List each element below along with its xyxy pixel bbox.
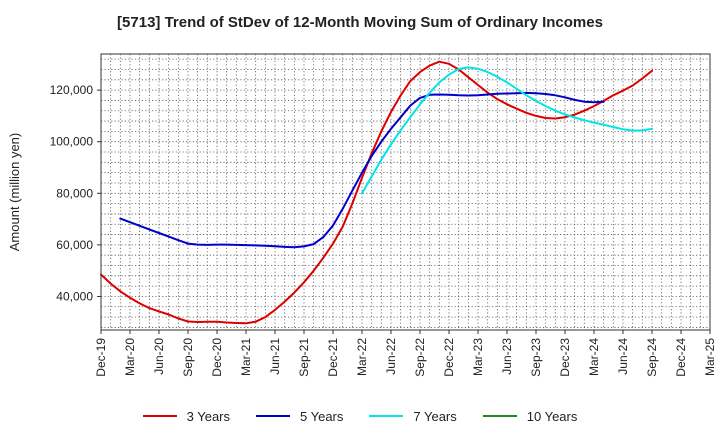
x-tick-label: Mar-25 bbox=[703, 338, 717, 376]
y-axis-title: Amount (million yen) bbox=[7, 133, 22, 252]
chart-title: [5713] Trend of StDev of 12-Month Moving… bbox=[117, 14, 603, 31]
legend-item-7-years: 7 Years bbox=[369, 408, 457, 424]
x-tick-label: Dec-23 bbox=[558, 338, 572, 377]
x-tick-label: Jun-22 bbox=[384, 338, 398, 375]
y-tick-label: 120,000 bbox=[50, 83, 94, 97]
x-tick-label: Jun-20 bbox=[152, 338, 166, 375]
x-tick-label: Dec-20 bbox=[210, 338, 224, 377]
legend-item-3-years: 3 Years bbox=[142, 408, 230, 424]
y-tick-label: 60,000 bbox=[56, 238, 93, 252]
x-tick-label: Mar-21 bbox=[239, 338, 253, 376]
x-tick-label: Sep-23 bbox=[529, 338, 543, 377]
legend-swatch-3-years bbox=[142, 415, 177, 417]
y-tick-label: 80,000 bbox=[56, 186, 93, 200]
x-tick-label: Mar-23 bbox=[471, 338, 485, 376]
y-tick-label: 100,000 bbox=[50, 135, 94, 149]
plot-frame bbox=[100, 53, 711, 331]
legend-swatch-5-years bbox=[256, 415, 290, 417]
legend-label-7-years: 7 Years bbox=[413, 408, 457, 424]
plot-area bbox=[101, 54, 710, 330]
y-tick-label: 40,000 bbox=[56, 289, 93, 303]
x-tick-label: Jun-21 bbox=[268, 338, 282, 375]
legend-label-3-years: 3 Years bbox=[186, 408, 230, 424]
x-tick-label: Dec-22 bbox=[442, 338, 456, 377]
x-tick-label: Sep-21 bbox=[297, 338, 311, 377]
legend-label-5-years: 5 Years bbox=[300, 408, 344, 424]
series-line-7-years bbox=[361, 66, 653, 195]
x-tick-label: Mar-22 bbox=[355, 338, 369, 376]
x-tick-label: Dec-19 bbox=[94, 338, 108, 377]
series-line-3-years bbox=[100, 60, 653, 325]
legend-swatch-10-years bbox=[482, 415, 517, 417]
legend-item-10-years: 10 Years bbox=[482, 408, 578, 424]
legend: 3 Years 5 Years 7 Years 10 Years bbox=[0, 405, 720, 427]
x-tick-label: Sep-22 bbox=[413, 338, 427, 377]
x-tick-label: Mar-20 bbox=[123, 338, 137, 376]
x-tick-label: Sep-20 bbox=[181, 338, 195, 377]
x-tick-label: Jun-23 bbox=[500, 338, 514, 375]
legend-swatch-7-years bbox=[369, 415, 404, 417]
x-tick-label: Mar-24 bbox=[587, 338, 601, 376]
x-tick-label: Sep-24 bbox=[645, 338, 659, 377]
x-tick-label: Dec-24 bbox=[674, 338, 688, 377]
legend-label-10-years: 10 Years bbox=[526, 408, 578, 424]
x-tick-label: Jun-24 bbox=[616, 338, 630, 375]
legend-item-5-years: 5 Years bbox=[256, 409, 343, 424]
x-tick-label: Dec-21 bbox=[326, 338, 340, 377]
